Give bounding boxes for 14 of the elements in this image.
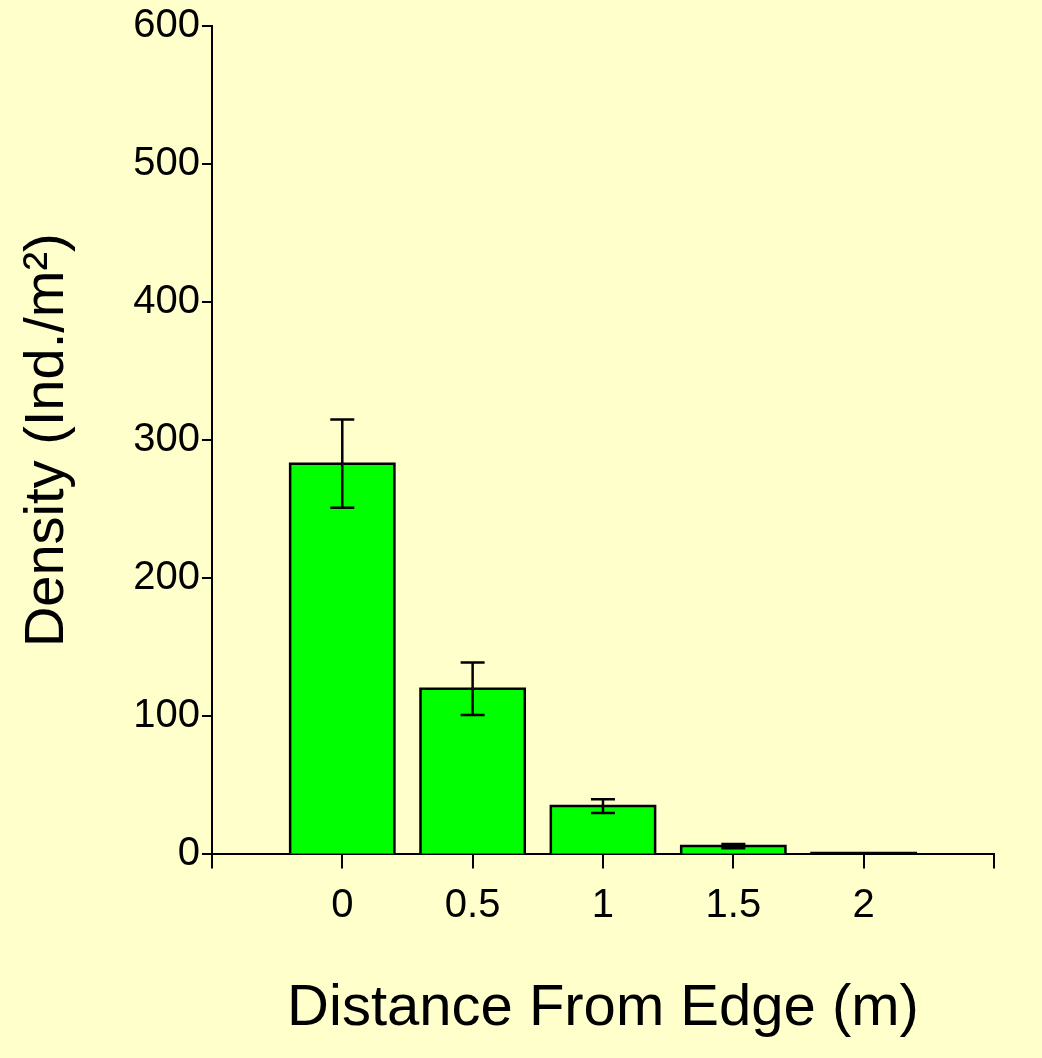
y-tick-label: 600: [133, 1, 200, 46]
y-axis-title: Density (Ind./m²): [12, 233, 76, 648]
y-tick-label: 400: [133, 277, 200, 322]
y-tick-label: 200: [133, 553, 200, 598]
y-tick-label: 100: [133, 691, 200, 736]
x-tick-label: 2: [852, 881, 875, 926]
x-tick-label: 1: [591, 881, 615, 926]
y-tick-label: 0: [177, 829, 200, 874]
x-tick-label: 0.5: [444, 881, 501, 926]
y-tick-label: 500: [133, 139, 200, 184]
x-tick-label: 0: [331, 881, 354, 926]
x-axis-title: Distance From Edge (m): [287, 972, 919, 1038]
y-tick-label: 300: [133, 415, 200, 460]
x-tick-label: 1.5: [705, 881, 762, 926]
